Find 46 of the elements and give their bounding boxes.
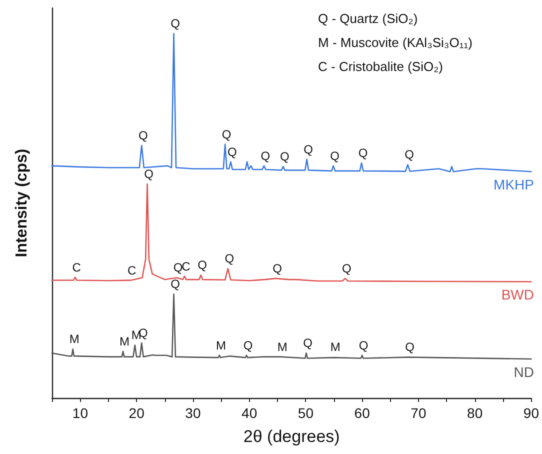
annotation: M	[120, 334, 130, 348]
annotation: Q	[358, 146, 368, 160]
annotation: M	[277, 340, 288, 354]
annotation: C - Cristobalite (SiO₂)	[318, 59, 443, 74]
annotation: Q	[260, 148, 270, 163]
x-axis-title: 2θ (degrees)	[243, 427, 340, 446]
annotation: C	[182, 259, 191, 274]
x-tick-label: 80	[467, 405, 483, 421]
annotation: Q	[173, 260, 183, 275]
series-label: MKHP	[494, 176, 534, 193]
annotation: Q	[170, 277, 180, 292]
annotation: Q	[224, 252, 234, 266]
annotation: M	[216, 338, 226, 352]
annotation: Q	[243, 338, 253, 352]
annotation: Q	[280, 150, 290, 164]
annotation: C	[128, 263, 137, 278]
annotation: Q	[330, 148, 340, 163]
annotation: Q	[144, 167, 154, 182]
x-tick-label: 30	[185, 405, 201, 421]
x-tick-label: 70	[410, 405, 426, 421]
annotation: M	[69, 332, 80, 346]
annotation: Q	[358, 338, 368, 352]
annotation: Q	[303, 336, 312, 350]
annotation: C	[72, 260, 82, 274]
series-label: BWD	[501, 286, 534, 303]
x-tick-label: 90	[523, 405, 540, 421]
x-tick-label: 10	[72, 405, 88, 421]
annotation: Q	[405, 340, 414, 354]
annotation: Q	[198, 258, 208, 272]
x-tick-label: 40	[242, 405, 258, 421]
annotation: Q	[304, 142, 313, 156]
y-axis-title: Intensity (cps)	[14, 148, 30, 258]
annotation: M	[330, 340, 340, 354]
annotation: Q	[138, 128, 148, 142]
x-tick-label: 50	[298, 405, 314, 421]
series-label: ND	[514, 364, 534, 380]
x-tick-label: 20	[128, 405, 145, 421]
annotation: M - Muscovite (KAl₃Si₃O₁₁)	[318, 35, 472, 50]
annotation: Q	[228, 144, 237, 159]
text: Q - Quartz (SiO₂)	[318, 11, 418, 26]
annotation: Q	[404, 148, 414, 162]
annotation: Q	[342, 261, 352, 276]
annotation: Q	[170, 16, 180, 31]
x-tick-label: 60	[354, 405, 370, 421]
annotation: Q	[272, 261, 282, 276]
annotation: Q	[222, 127, 232, 142]
